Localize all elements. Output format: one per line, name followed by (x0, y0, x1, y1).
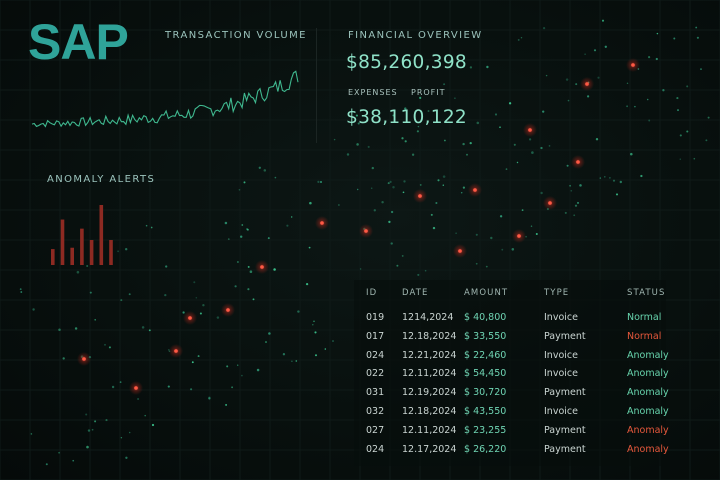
row-status: Normal (627, 330, 662, 342)
row-status: Anomaly (627, 368, 669, 380)
revenue-value: $85,260,398 (346, 52, 467, 73)
row-date: 12.11,2024 (402, 368, 457, 380)
expenses-label: EXPENSES (348, 88, 398, 97)
row-type: Payment (544, 443, 586, 455)
table-row[interactable]: 022 12.11,2024 $ 54,450 Invoice Anomaly (354, 368, 669, 386)
row-amount: $ 26,220 (464, 443, 507, 455)
row-date: 12.21,2024 (402, 349, 457, 361)
row-id: 019 (366, 312, 385, 323)
header-id: ID (366, 288, 378, 298)
row-date: 12.11,2024 (402, 424, 457, 436)
table-row[interactable]: 027 12.11,2024 $ 23,255 Payment Anomaly (354, 424, 669, 443)
row-type: Payment (544, 424, 586, 436)
header-type: TYPE (544, 288, 570, 298)
row-amount: $ 33,550 (464, 330, 507, 342)
table-row[interactable]: 032 12.18,2024 $ 43,550 Invoice Anomaly (354, 406, 669, 424)
row-amount: $ 40,800 (464, 312, 507, 323)
row-id: 024 (366, 349, 385, 361)
table-row[interactable]: 024 12.17,2024 $ 26,220 Payment Anomaly (354, 443, 669, 462)
row-date: 12.18,2024 (402, 330, 457, 342)
header-amount: AMOUNT (464, 288, 509, 298)
row-status: Anomaly (627, 387, 669, 399)
transactions-table: ID DATE AMOUNT TYPE STATUS 019 1214,2024 $… (354, 280, 669, 466)
anomaly-bar (70, 247, 74, 265)
row-date: 12.18,2024 (402, 406, 457, 417)
anomaly-bar-chart (51, 205, 113, 265)
row-status: Anomaly (627, 349, 669, 361)
row-type: Invoice (544, 368, 578, 380)
table-row[interactable]: 019 1214,2024 $ 40,800 Invoice Normal (354, 312, 666, 330)
sap-logo: SAP (28, 14, 129, 70)
table-row[interactable]: 017 12.18,2024 $ 33,550 Payment Normal (354, 331, 666, 349)
anomaly-bar (109, 240, 113, 265)
row-id: 032 (366, 406, 385, 417)
financial-overview-title: FINANCIAL OVERVIEW (348, 30, 483, 41)
profit-label: PROFIT (411, 88, 446, 97)
row-status: Anomaly (627, 406, 669, 417)
transaction-volume-title: TRANSACTION VOLUME (165, 30, 307, 41)
anomaly-alerts-title: ANOMALY ALERTS (47, 174, 156, 185)
row-amount: $ 30,720 (464, 387, 507, 399)
row-id: 031 (366, 387, 385, 399)
row-date: 1214,2024 (402, 312, 454, 323)
transaction-volume-sparkline (31, 70, 299, 128)
table-row[interactable]: 024 12.21,2024 $ 22,460 Invoice Anomaly (354, 349, 669, 368)
row-id: 017 (366, 330, 385, 342)
header-date: DATE (402, 288, 429, 298)
divider (316, 28, 317, 143)
row-type: Invoice (544, 312, 578, 323)
row-id: 024 (366, 443, 385, 455)
row-id: 022 (366, 368, 385, 380)
row-amount: $ 43,550 (464, 406, 507, 417)
anomaly-bar (89, 240, 94, 265)
row-status: Anomaly (627, 424, 669, 436)
anomaly-bar (51, 249, 55, 265)
table-row[interactable]: 031 12.19,2024 $ 30,720 Payment Anomaly (354, 387, 669, 405)
row-type: Invoice (544, 349, 578, 361)
row-amount: $ 22,460 (464, 349, 507, 361)
anomaly-bar (80, 228, 84, 265)
row-date: 12.17,2024 (402, 443, 457, 455)
header-status: STATUS (627, 288, 666, 298)
anomaly-bar (60, 219, 65, 265)
row-amount: $ 23,255 (464, 424, 507, 436)
row-type: Invoice (544, 406, 578, 417)
expenses-value: $38,110,122 (346, 107, 467, 128)
row-amount: $ 54,450 (464, 368, 507, 380)
table-header: ID DATE AMOUNT TYPE STATUS (354, 288, 666, 306)
anomaly-bar (99, 205, 104, 265)
row-status: Normal (627, 312, 662, 323)
row-date: 12.19,2024 (402, 387, 457, 399)
row-type: Payment (544, 387, 586, 399)
row-status: Anomaly (627, 443, 669, 455)
row-id: 027 (366, 424, 385, 436)
row-type: Payment (544, 330, 586, 342)
